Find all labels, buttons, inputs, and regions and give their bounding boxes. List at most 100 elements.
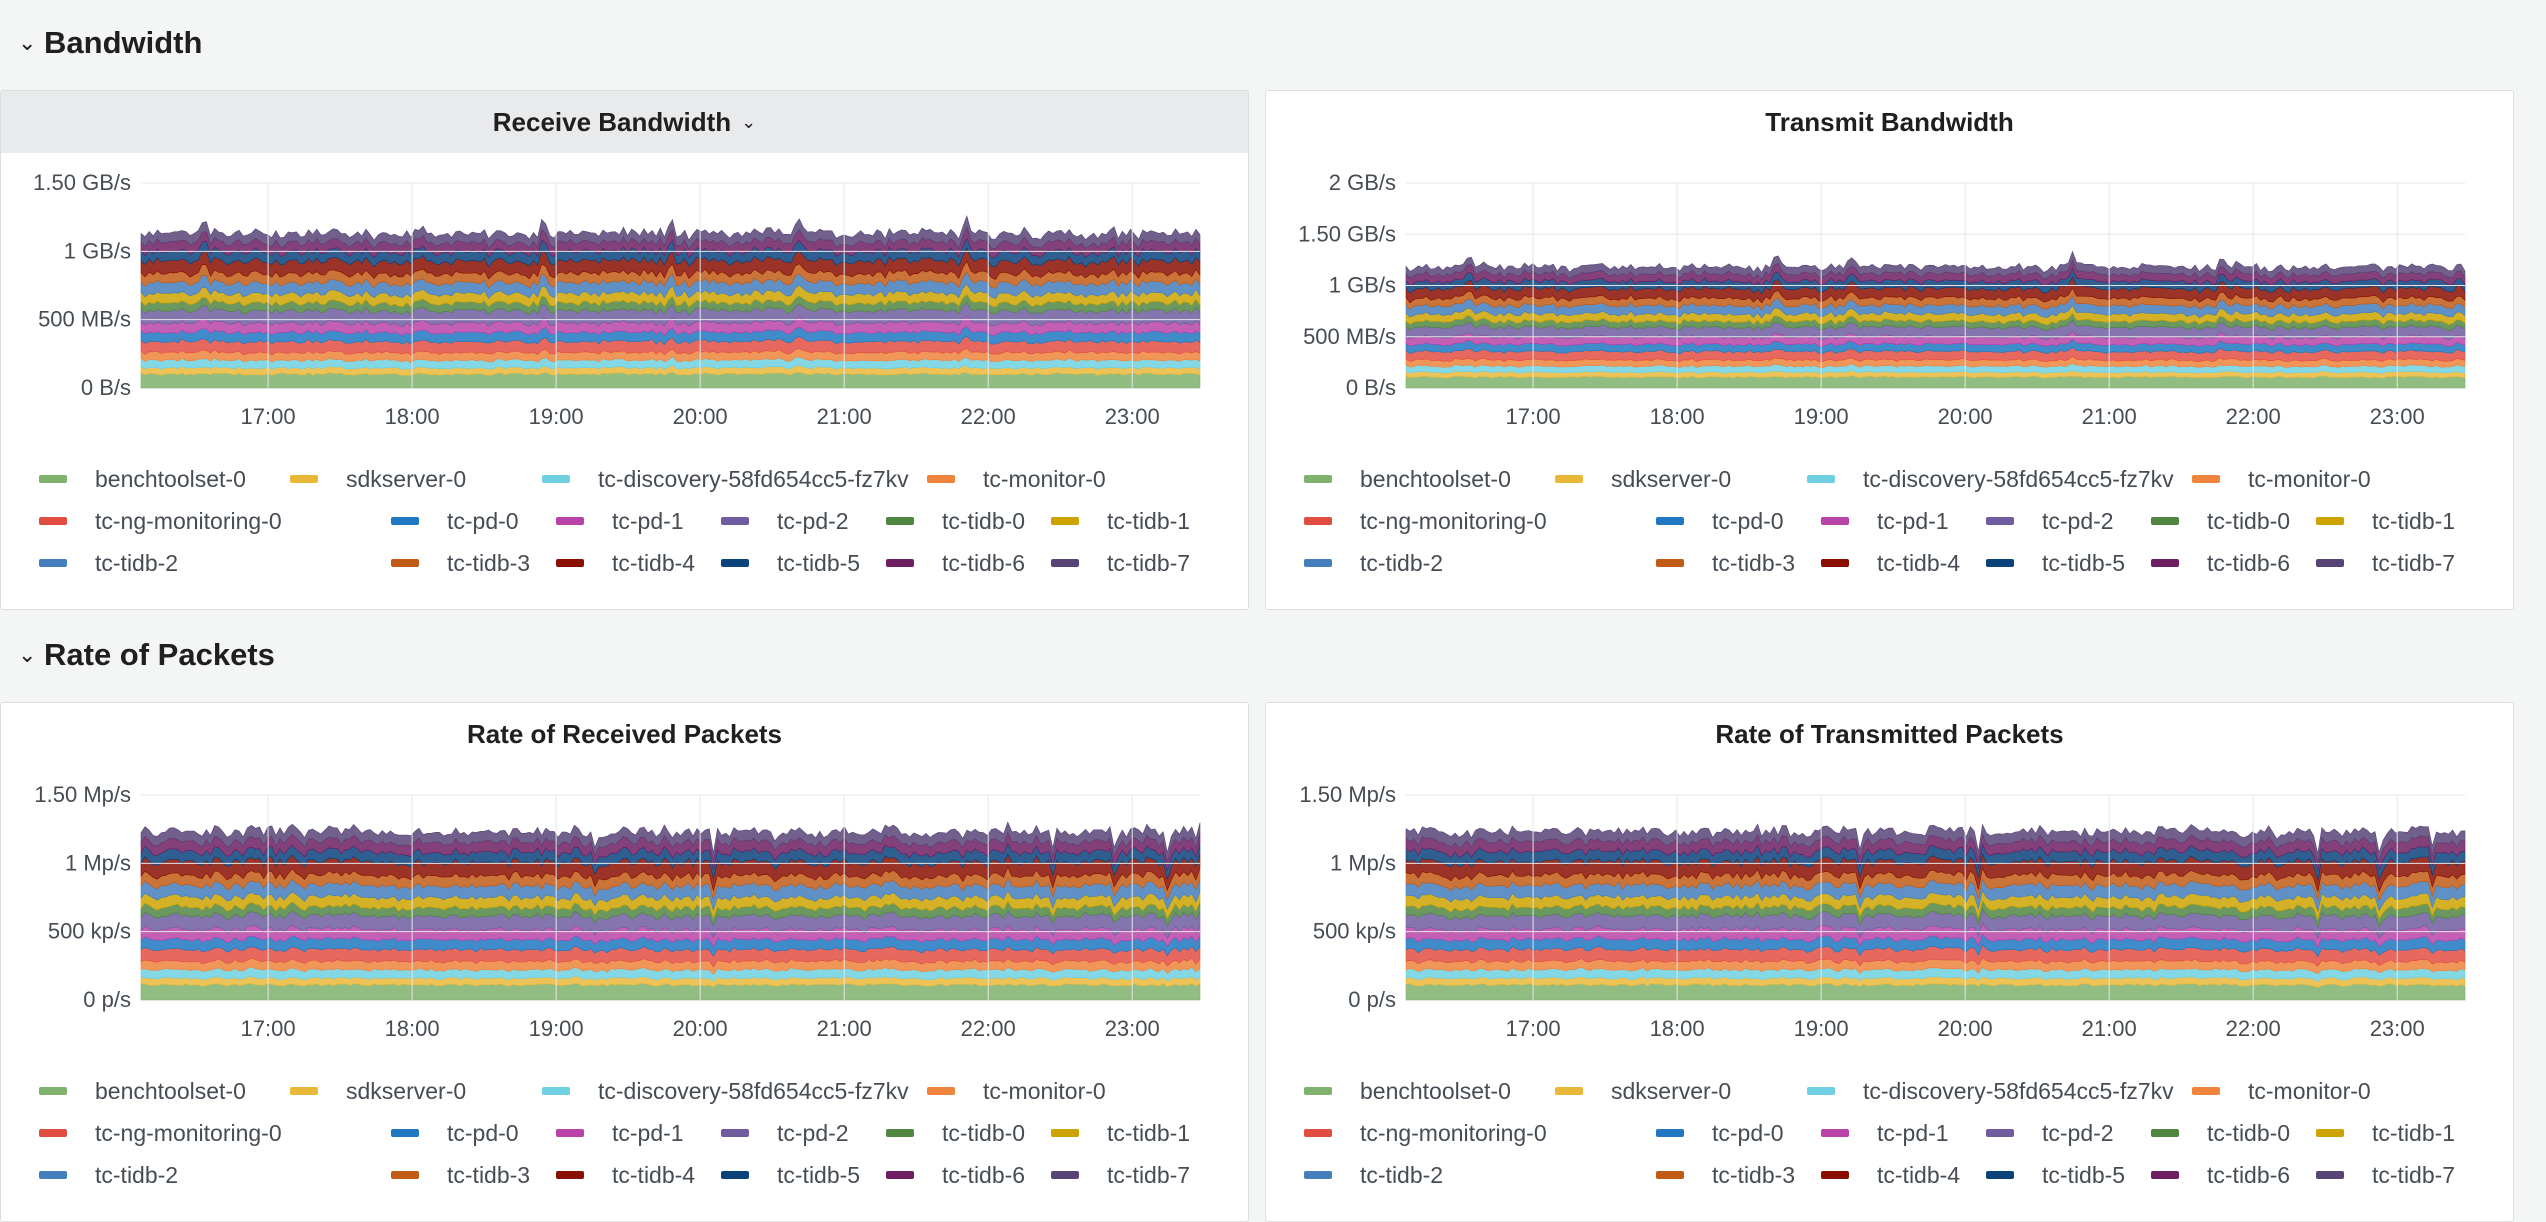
legend-item-tc-tidb-4[interactable]: tc-tidb-4 xyxy=(556,1154,721,1196)
legend-item-tc-tidb-1[interactable]: tc-tidb-1 xyxy=(1051,1112,1191,1154)
x-tick-label: 22:00 xyxy=(2226,404,2281,429)
legend-item-tc-pd-2[interactable]: tc-pd-2 xyxy=(721,500,886,542)
panel-title-bar[interactable]: Rate of Received Packets xyxy=(1,703,1248,765)
legend-item-tc-tidb-6[interactable]: tc-tidb-6 xyxy=(886,542,1051,584)
legend-item-tc-tidb-0[interactable]: tc-tidb-0 xyxy=(2151,500,2316,542)
legend-item-tc-tidb-4[interactable]: tc-tidb-4 xyxy=(1821,542,1986,584)
row-header-bandwidth[interactable]: ⌄ Bandwidth xyxy=(18,18,202,68)
legend-item-tc-tidb-7[interactable]: tc-tidb-7 xyxy=(2316,1154,2456,1196)
legend-swatch xyxy=(1555,1087,1583,1095)
legend-item-tc-tidb-7[interactable]: tc-tidb-7 xyxy=(1051,1154,1191,1196)
legend-item-tc-tidb-3[interactable]: tc-tidb-3 xyxy=(1656,1154,1821,1196)
legend-item-sdkserver-0[interactable]: sdkserver-0 xyxy=(1555,458,1807,500)
legend-label: benchtoolset-0 xyxy=(1360,1077,1511,1104)
area-series-benchtoolset-0[interactable] xyxy=(140,982,1201,1001)
legend-item-tc-pd-2[interactable]: tc-pd-2 xyxy=(1986,500,2151,542)
legend-item-sdkserver-0[interactable]: sdkserver-0 xyxy=(1555,1070,1807,1112)
legend-item-tc-tidb-1[interactable]: tc-tidb-1 xyxy=(2316,1112,2456,1154)
legend-item-tc-ng-monitoring-0[interactable]: tc-ng-monitoring-0 xyxy=(1304,500,1656,542)
legend-label: tc-pd-1 xyxy=(1877,507,1949,534)
legend-item-tc-tidb-7[interactable]: tc-tidb-7 xyxy=(2316,542,2456,584)
chevron-down-icon[interactable]: ⌄ xyxy=(741,111,757,132)
legend-item-tc-tidb-3[interactable]: tc-tidb-3 xyxy=(391,1154,556,1196)
legend-label: tc-discovery-58fd654cc5-fz7kv xyxy=(1863,465,2174,492)
legend-item-tc-tidb-7[interactable]: tc-tidb-7 xyxy=(1051,542,1191,584)
legend-swatch xyxy=(556,1129,584,1137)
area-series-tc-tidb-7[interactable] xyxy=(140,215,1201,250)
legend-item-tc-tidb-5[interactable]: tc-tidb-5 xyxy=(1986,1154,2151,1196)
legend-item-tc-pd-0[interactable]: tc-pd-0 xyxy=(391,500,556,542)
legend-item-tc-tidb-1[interactable]: tc-tidb-1 xyxy=(1051,500,1191,542)
chart-rate-of-received-packets[interactable]: 0 p/s 500 kp/s 1 Mp/s 1.50 Mp/s 17:00 18:00 19… xyxy=(1,765,1249,1085)
panel-title-bar[interactable]: Transmit Bandwidth xyxy=(1266,91,2513,153)
legend-item-tc-monitor-0[interactable]: tc-monitor-0 xyxy=(2192,1070,2392,1112)
legend-item-tc-pd-2[interactable]: tc-pd-2 xyxy=(721,1112,886,1154)
legend-item-tc-tidb-0[interactable]: tc-tidb-0 xyxy=(886,500,1051,542)
legend-item-sdkserver-0[interactable]: sdkserver-0 xyxy=(290,1070,542,1112)
legend-item-tc-tidb-3[interactable]: tc-tidb-3 xyxy=(1656,542,1821,584)
legend-item-tc-pd-2[interactable]: tc-pd-2 xyxy=(1986,1112,2151,1154)
legend-item-tc-tidb-2[interactable]: tc-tidb-2 xyxy=(1304,1154,1656,1196)
legend-item-tc-pd-0[interactable]: tc-pd-0 xyxy=(391,1112,556,1154)
legend-item-tc-pd-0[interactable]: tc-pd-0 xyxy=(1656,1112,1821,1154)
legend-item-tc-discovery-58fd654cc5-fz7kv[interactable]: tc-discovery-58fd654cc5-fz7kv xyxy=(542,458,927,500)
legend-item-benchtoolset-0[interactable]: benchtoolset-0 xyxy=(39,458,290,500)
legend-swatch xyxy=(1304,475,1332,483)
legend-item-tc-tidb-1[interactable]: tc-tidb-1 xyxy=(2316,500,2456,542)
legend-item-tc-tidb-4[interactable]: tc-tidb-4 xyxy=(1821,1154,1986,1196)
chart-transmit-bandwidth[interactable]: 0 B/s 500 MB/s 1 GB/s 1.50 GB/s 2 GB/s 17:00 1… xyxy=(1266,153,2514,473)
legend-item-tc-tidb-2[interactable]: tc-tidb-2 xyxy=(39,542,391,584)
panel-rate-of-received-packets: Rate of Received Packets 0 p/s 500 kp/s 1 … xyxy=(0,702,1249,1222)
legend-item-tc-tidb-2[interactable]: tc-tidb-2 xyxy=(1304,542,1656,584)
legend-label: tc-tidb-1 xyxy=(2372,507,2456,534)
panel-transmit-bandwidth: Transmit Bandwidth 0 B/s 500 MB/s 1 GB/s 1.… xyxy=(1265,90,2514,610)
row-header-rate-of-packets[interactable]: ⌄ Rate of Packets xyxy=(18,630,275,680)
legend-item-tc-tidb-5[interactable]: tc-tidb-5 xyxy=(1986,542,2151,584)
legend-swatch xyxy=(2151,559,2179,567)
x-tick-label: 23:00 xyxy=(2370,404,2425,429)
legend-item-tc-discovery-58fd654cc5-fz7kv[interactable]: tc-discovery-58fd654cc5-fz7kv xyxy=(1807,458,2192,500)
area-series-tc-tidb-7[interactable] xyxy=(140,821,1201,862)
legend-item-tc-pd-1[interactable]: tc-pd-1 xyxy=(556,1112,721,1154)
legend-item-tc-tidb-4[interactable]: tc-tidb-4 xyxy=(556,542,721,584)
legend-item-tc-tidb-2[interactable]: tc-tidb-2 xyxy=(39,1154,391,1196)
y-tick-label: 1.50 GB/s xyxy=(1298,221,1396,246)
legend-item-tc-tidb-6[interactable]: tc-tidb-6 xyxy=(2151,1154,2316,1196)
chart-receive-bandwidth[interactable]: 0 B/s 500 MB/s 1 GB/s 1.50 GB/s 17:00 18:00 19… xyxy=(1,153,1249,473)
legend-item-tc-tidb-6[interactable]: tc-tidb-6 xyxy=(886,1154,1051,1196)
legend-item-tc-ng-monitoring-0[interactable]: tc-ng-monitoring-0 xyxy=(39,500,391,542)
legend-item-benchtoolset-0[interactable]: benchtoolset-0 xyxy=(1304,1070,1555,1112)
legend-item-tc-tidb-0[interactable]: tc-tidb-0 xyxy=(886,1112,1051,1154)
legend-item-tc-pd-1[interactable]: tc-pd-1 xyxy=(1821,1112,1986,1154)
panel-title-bar[interactable]: Rate of Transmitted Packets xyxy=(1266,703,2513,765)
legend-item-tc-pd-0[interactable]: tc-pd-0 xyxy=(1656,500,1821,542)
legend-label: tc-tidb-1 xyxy=(1107,507,1191,534)
legend-item-tc-pd-1[interactable]: tc-pd-1 xyxy=(556,500,721,542)
legend-item-tc-pd-1[interactable]: tc-pd-1 xyxy=(1821,500,1986,542)
legend-item-tc-monitor-0[interactable]: tc-monitor-0 xyxy=(927,458,1127,500)
chart-rate-of-transmitted-packets[interactable]: 0 p/s 500 kp/s 1 Mp/s 1.50 Mp/s 17:00 18:00 19… xyxy=(1266,765,2514,1085)
legend-item-tc-tidb-5[interactable]: tc-tidb-5 xyxy=(721,1154,886,1196)
legend-item-tc-tidb-5[interactable]: tc-tidb-5 xyxy=(721,542,886,584)
area-series-tc-tidb-7[interactable] xyxy=(1405,250,2466,281)
legend-item-tc-tidb-0[interactable]: tc-tidb-0 xyxy=(2151,1112,2316,1154)
legend-item-tc-discovery-58fd654cc5-fz7kv[interactable]: tc-discovery-58fd654cc5-fz7kv xyxy=(1807,1070,2192,1112)
legend-swatch xyxy=(1051,517,1079,525)
legend-item-tc-monitor-0[interactable]: tc-monitor-0 xyxy=(2192,458,2392,500)
legend-item-tc-ng-monitoring-0[interactable]: tc-ng-monitoring-0 xyxy=(1304,1112,1656,1154)
x-tick-label: 21:00 xyxy=(2082,404,2137,429)
legend-item-benchtoolset-0[interactable]: benchtoolset-0 xyxy=(1304,458,1555,500)
legend-item-sdkserver-0[interactable]: sdkserver-0 xyxy=(290,458,542,500)
legend-item-benchtoolset-0[interactable]: benchtoolset-0 xyxy=(39,1070,290,1112)
legend-item-tc-ng-monitoring-0[interactable]: tc-ng-monitoring-0 xyxy=(39,1112,391,1154)
legend-item-tc-monitor-0[interactable]: tc-monitor-0 xyxy=(927,1070,1127,1112)
legend-item-tc-tidb-6[interactable]: tc-tidb-6 xyxy=(2151,542,2316,584)
x-tick-label: 17:00 xyxy=(241,1016,296,1041)
legend-swatch xyxy=(556,559,584,567)
panel-title-bar[interactable]: Receive Bandwidth ⌄ xyxy=(1,91,1248,153)
area-series-tc-tidb-7[interactable] xyxy=(1405,823,2466,863)
legend-swatch xyxy=(2316,517,2344,525)
legend-item-tc-tidb-3[interactable]: tc-tidb-3 xyxy=(391,542,556,584)
legend-item-tc-discovery-58fd654cc5-fz7kv[interactable]: tc-discovery-58fd654cc5-fz7kv xyxy=(542,1070,927,1112)
x-tick-label: 19:00 xyxy=(529,404,584,429)
